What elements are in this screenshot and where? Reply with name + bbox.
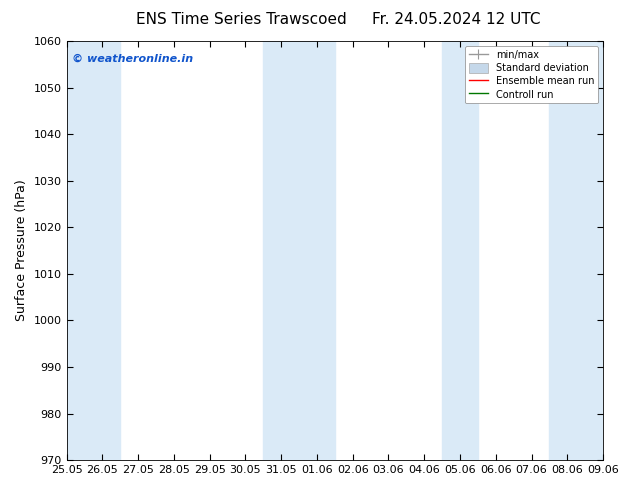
Text: © weatheronline.in: © weatheronline.in: [72, 53, 193, 64]
Bar: [550, 41, 621, 460]
Bar: [49, 41, 120, 460]
Text: Fr. 24.05.2024 12 UTC: Fr. 24.05.2024 12 UTC: [372, 12, 541, 27]
Text: ENS Time Series Trawscoed: ENS Time Series Trawscoed: [136, 12, 346, 27]
Bar: [442, 41, 478, 460]
Y-axis label: Surface Pressure (hPa): Surface Pressure (hPa): [15, 180, 28, 321]
Legend: min/max, Standard deviation, Ensemble mean run, Controll run: min/max, Standard deviation, Ensemble me…: [465, 46, 598, 103]
Bar: [263, 41, 335, 460]
